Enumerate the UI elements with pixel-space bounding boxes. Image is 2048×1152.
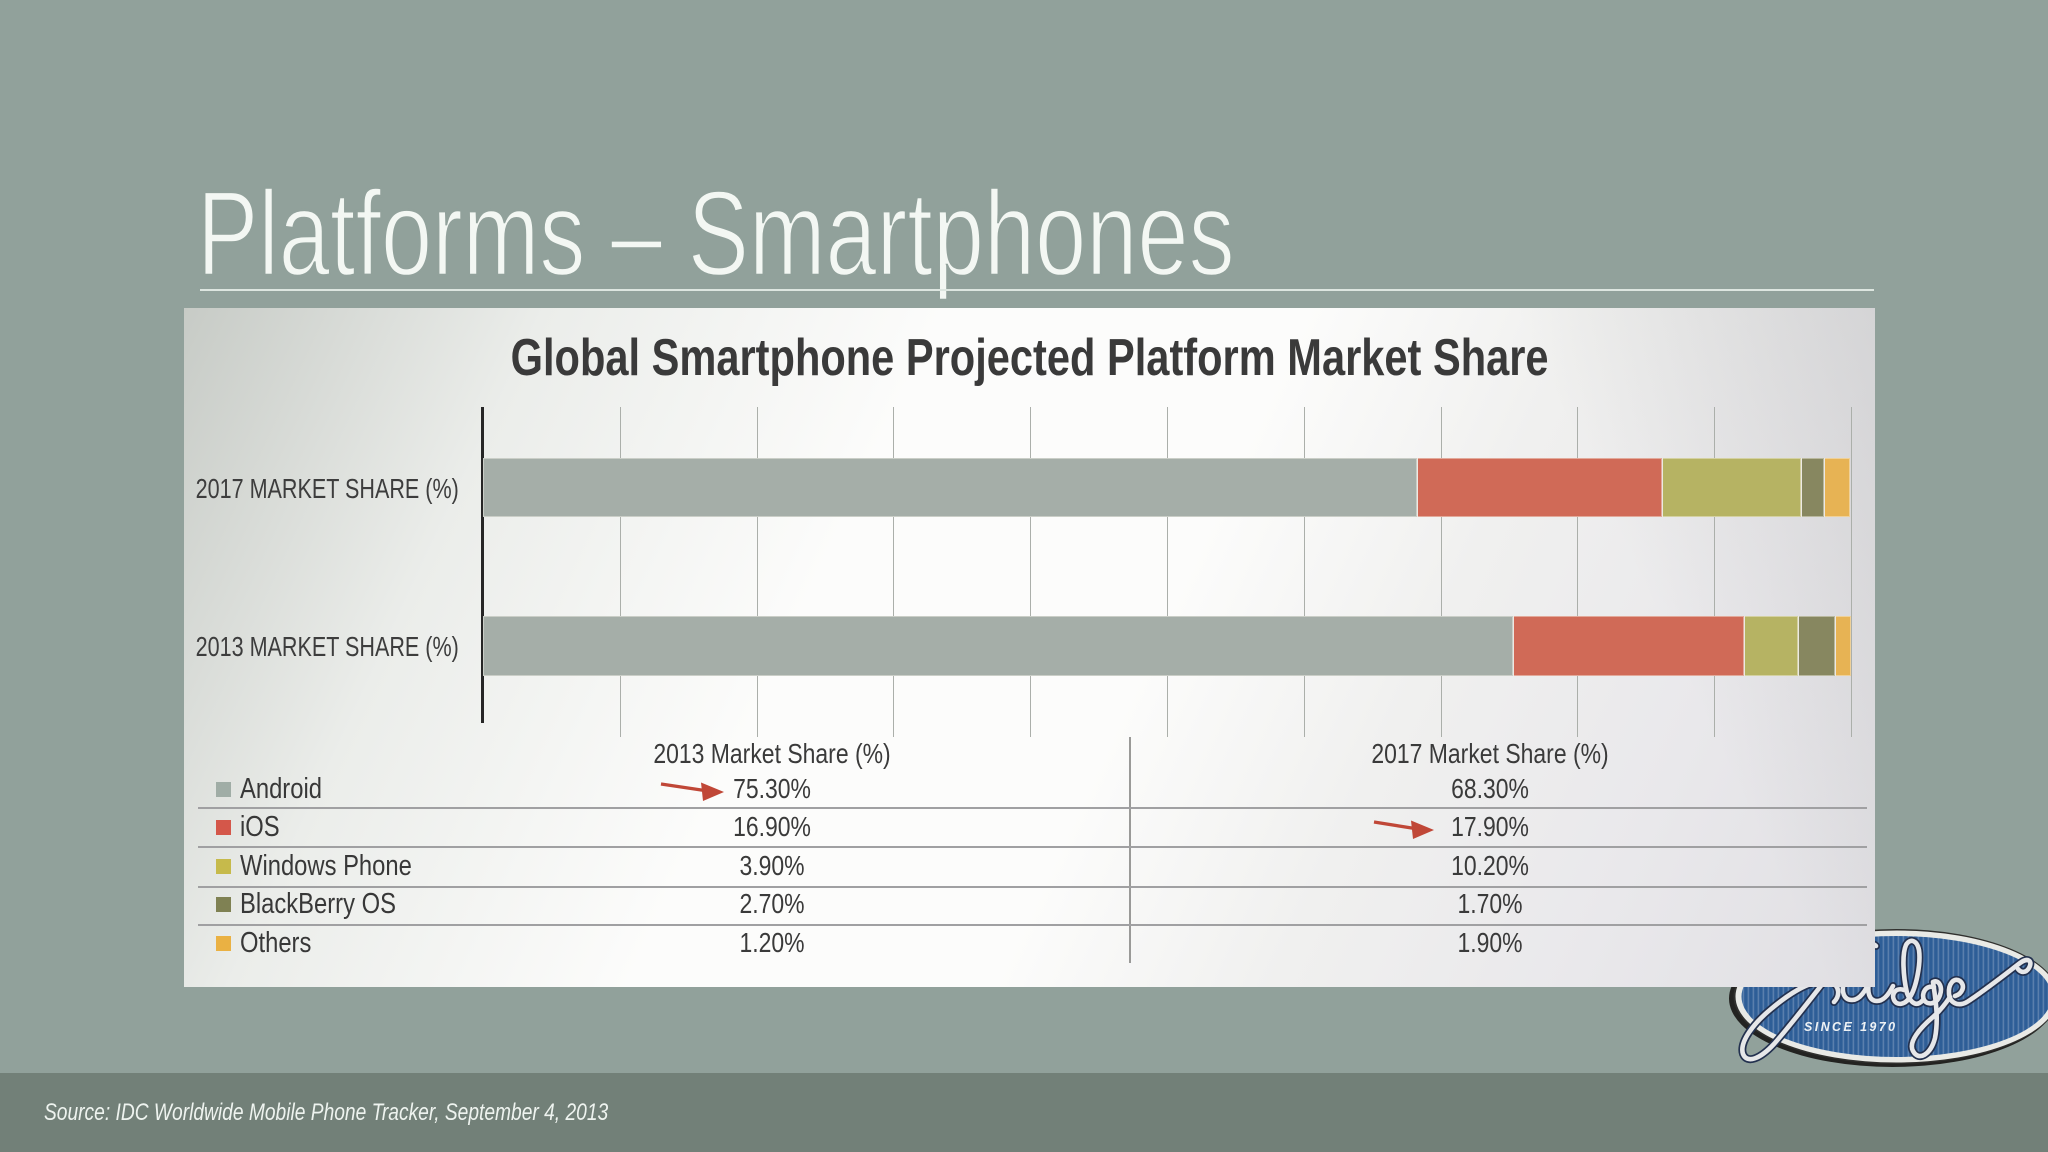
svg-text:SINCE 1970: SINCE 1970 [1804, 1020, 1897, 1034]
